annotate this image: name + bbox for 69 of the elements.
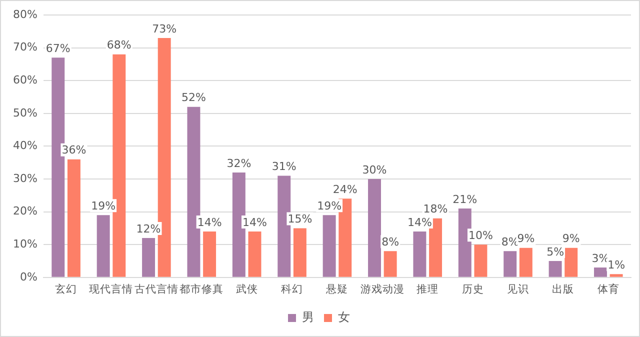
data-label: 32% [226,156,252,170]
bar [322,215,336,277]
bar [504,251,517,277]
x-tick-label: 武侠 [236,282,258,296]
y-tick-label: 20% [12,204,38,218]
data-label: 15% [288,212,312,226]
data-label: 52% [182,91,206,104]
x-tick-label: 见识 [507,283,530,296]
bar [248,231,262,277]
data-label: 9% [517,232,535,246]
legend-label: 女 [338,310,350,324]
x-tick-label: 玄幻 [55,282,78,296]
data-label: 14% [197,216,222,229]
data-label: 8% [382,236,400,249]
y-tick-label: 50% [12,106,38,120]
bar [413,231,426,277]
data-label: 1% [608,258,626,272]
data-label: 9% [562,232,580,246]
y-tick-label: 60% [12,73,38,86]
bar [278,176,291,277]
data-label: 36% [62,144,86,157]
data-label: 14% [242,216,267,229]
x-tick-label: 出版 [552,282,574,296]
data-label: 68% [106,38,132,52]
bar [519,248,532,277]
data-label: 30% [362,163,387,176]
data-label: 18% [423,202,448,216]
x-tick-label: 科幻 [281,283,304,296]
bar [142,238,156,277]
x-tick-label: 悬疑 [325,283,348,296]
data-label: 31% [272,160,296,174]
x-tick-label: 古代言情 [134,282,178,296]
bar [384,251,397,277]
y-tick-label: 80% [12,8,38,21]
x-tick-label: 现代言情 [89,282,134,296]
x-tick-label: 体育 [597,282,620,296]
data-label: 19% [91,199,116,212]
data-label: 67% [46,42,70,55]
bar [293,228,306,277]
data-label: 73% [152,22,177,36]
x-tick-label: 游戏动漫 [360,282,404,296]
y-tick-label: 30% [12,172,38,185]
bar [474,244,488,277]
y-tick-label: 0% [20,270,38,284]
x-tick-label: 推理 [416,283,439,296]
bar [187,106,200,277]
legend-label: 男 [302,310,314,324]
data-label: 5% [546,245,564,258]
bar [594,268,607,277]
bar [548,261,562,277]
bar [232,172,246,277]
bar [564,248,578,277]
bar [458,208,472,277]
data-label: 12% [136,222,161,236]
data-label: 21% [452,192,478,206]
bar [368,179,381,277]
x-tick-label: 历史 [462,282,484,296]
bar [610,274,623,277]
data-label: 24% [332,183,358,196]
data-label: 14% [407,216,432,229]
bar [96,215,110,277]
data-label: 19% [317,199,342,212]
y-tick-label: 40% [12,139,38,152]
y-tick-label: 10% [12,237,38,250]
x-tick-label: 都市修真 [180,282,224,296]
data-label: 10% [468,228,493,242]
y-tick-label: 70% [12,40,38,54]
bar [203,231,216,277]
bar [67,159,80,277]
